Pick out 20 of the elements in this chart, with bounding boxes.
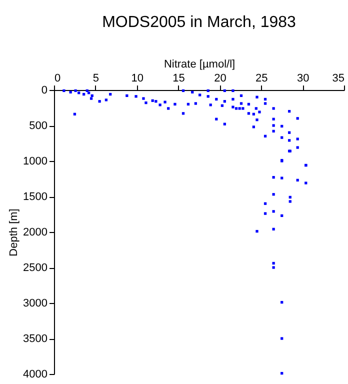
x-tick-label: 15 [172, 72, 185, 84]
y-tick-label: 3000 [23, 298, 48, 310]
x-tick-label: 35 [332, 72, 344, 84]
y-axis-title: Depth [m] [8, 208, 20, 256]
y-tick-label: 1000 [23, 156, 48, 168]
y-tick-label: 3500 [23, 333, 48, 345]
x-tick-label: 25 [256, 72, 268, 84]
y-tick-label: 0 [41, 84, 48, 96]
x-tick-label: 10 [131, 72, 144, 84]
y-tick-label: 1500 [23, 191, 48, 203]
y-tick-label: 500 [29, 120, 48, 132]
chart-title: MODS2005 in March, 1983 [102, 14, 296, 31]
x-tick-label: 30 [296, 72, 310, 84]
x-tick-label: 0 [54, 72, 61, 84]
x-axis-title: Nitrate [µmol/l] [164, 58, 236, 70]
x-tick-label: 5 [92, 72, 99, 84]
y-tick-label: 4000 [23, 368, 48, 380]
y-tick-label: 2500 [23, 262, 48, 274]
x-tick-label: 20 [214, 72, 226, 84]
y-tick-label: 2000 [23, 226, 48, 238]
